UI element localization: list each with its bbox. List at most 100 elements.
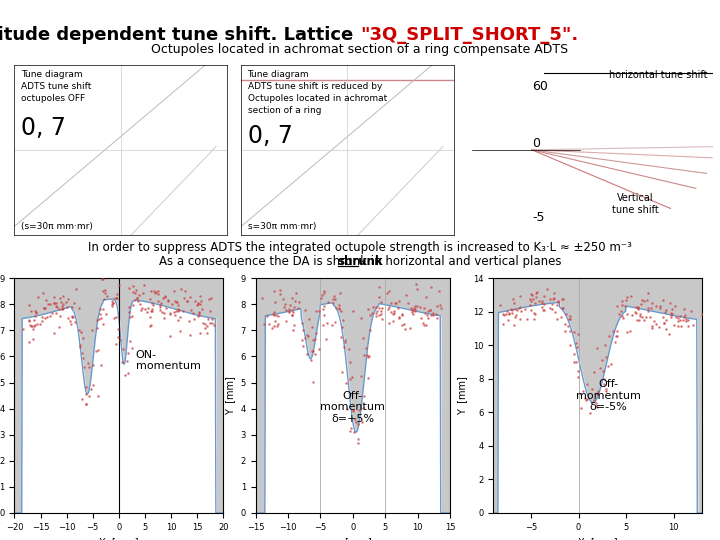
Point — [194, 300, 206, 309]
Point — [644, 313, 655, 321]
Point — [91, 324, 103, 333]
Point — [338, 343, 349, 352]
Point — [143, 304, 154, 313]
Point — [284, 301, 296, 309]
Point — [287, 307, 299, 316]
Point — [113, 333, 125, 341]
Point — [564, 315, 575, 323]
Point — [534, 296, 545, 305]
Point — [124, 307, 135, 316]
Point — [387, 317, 398, 326]
Point — [66, 312, 78, 321]
Point — [679, 311, 690, 320]
Point — [266, 323, 278, 332]
Point — [256, 294, 267, 302]
Point — [336, 322, 347, 331]
Point — [498, 309, 509, 318]
Point — [660, 306, 672, 314]
Point — [397, 311, 408, 320]
Point — [581, 395, 593, 403]
Point — [145, 320, 157, 329]
Text: octupoles OFF: octupoles OFF — [21, 94, 85, 103]
Point — [169, 311, 181, 320]
Point — [30, 312, 41, 320]
Point — [680, 314, 692, 323]
Point — [358, 350, 369, 359]
Point — [109, 294, 120, 302]
Point — [53, 322, 64, 331]
Point — [377, 315, 388, 323]
Point — [352, 438, 364, 447]
Point — [327, 295, 338, 303]
Point — [516, 307, 527, 316]
Point — [270, 310, 282, 319]
Point — [142, 307, 153, 316]
Point — [570, 357, 581, 366]
Point — [411, 285, 423, 293]
Point — [607, 326, 618, 335]
Point — [400, 291, 412, 299]
Point — [672, 313, 684, 322]
Point — [569, 357, 580, 366]
Point — [359, 392, 370, 401]
Point — [60, 298, 71, 307]
Point — [310, 329, 321, 338]
Point — [56, 304, 68, 313]
Point — [267, 309, 279, 318]
Point — [193, 309, 204, 318]
Point — [531, 293, 542, 301]
Point — [420, 293, 432, 302]
Point — [500, 310, 512, 319]
Point — [307, 347, 318, 355]
Point — [173, 307, 184, 316]
Point — [158, 293, 169, 302]
Point — [642, 303, 654, 312]
Point — [194, 296, 206, 305]
Point — [600, 387, 612, 395]
Point — [344, 374, 356, 383]
Point — [328, 299, 339, 307]
Point — [53, 305, 64, 313]
Point — [302, 331, 313, 340]
Point — [40, 295, 52, 304]
Point — [38, 303, 50, 312]
Point — [86, 326, 98, 334]
Point — [287, 326, 299, 334]
Point — [96, 314, 107, 322]
Point — [297, 341, 309, 350]
Point — [110, 312, 122, 321]
Point — [536, 299, 548, 307]
Point — [318, 310, 330, 319]
Point — [556, 303, 567, 312]
Point — [158, 309, 170, 318]
Point — [685, 307, 697, 315]
Point — [148, 287, 159, 296]
Point — [124, 303, 135, 312]
Point — [411, 301, 423, 310]
Point — [76, 395, 88, 404]
Point — [208, 321, 220, 330]
Point — [87, 381, 99, 390]
Point — [665, 311, 677, 320]
Point — [54, 294, 66, 302]
Point — [45, 312, 56, 320]
Point — [86, 385, 97, 394]
Point — [591, 403, 603, 411]
Point — [303, 314, 315, 323]
Point — [679, 313, 690, 321]
Point — [600, 353, 612, 361]
Point — [201, 328, 212, 337]
Point — [113, 281, 125, 289]
Point — [152, 297, 163, 306]
Point — [415, 302, 426, 311]
Point — [39, 303, 50, 312]
Point — [57, 302, 68, 310]
Point — [204, 306, 215, 315]
Point — [82, 359, 94, 367]
Point — [302, 332, 314, 341]
Point — [525, 297, 536, 306]
Point — [609, 338, 621, 347]
Point — [81, 400, 92, 409]
Point — [24, 301, 35, 309]
Point — [531, 288, 543, 296]
